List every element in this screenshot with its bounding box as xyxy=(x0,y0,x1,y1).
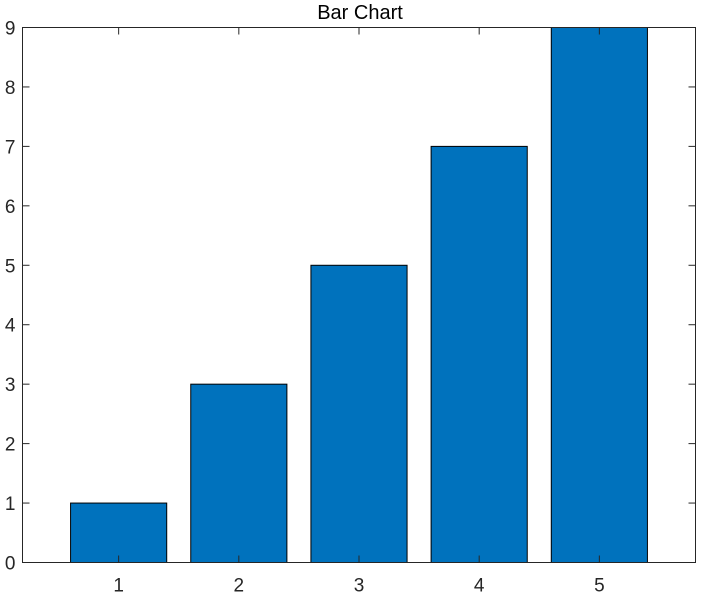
y-tick-label: 6 xyxy=(5,197,16,218)
chart-title: Bar Chart xyxy=(317,2,403,24)
y-tick-labels: 0 1 2 3 4 5 6 7 8 9 xyxy=(5,19,16,575)
bar-5 xyxy=(550,27,648,563)
bar-2 xyxy=(190,383,288,563)
y-tick-label: 3 xyxy=(5,375,16,396)
bar-1 xyxy=(70,502,168,563)
x-tick-label: 2 xyxy=(234,576,245,595)
x-tick-label: 1 xyxy=(113,576,124,595)
y-tick-label: 1 xyxy=(5,494,16,515)
bars-group xyxy=(70,27,648,563)
y-tick-label: 0 xyxy=(5,554,16,575)
x-tick-label: 4 xyxy=(474,576,485,595)
x-tick-labels: 1 2 3 4 5 xyxy=(113,576,604,595)
y-tick-label: 9 xyxy=(5,19,16,40)
y-tick-label: 8 xyxy=(5,78,16,99)
y-tick-label: 7 xyxy=(5,137,16,158)
bar-3 xyxy=(310,264,408,563)
axes-box xyxy=(22,27,696,563)
bar-4 xyxy=(430,145,528,563)
y-tick-label: 2 xyxy=(5,435,16,456)
x-tick-label: 5 xyxy=(594,576,605,595)
x-tick-label: 3 xyxy=(354,576,365,595)
y-tick-label: 5 xyxy=(5,256,16,277)
y-tick-label: 4 xyxy=(5,316,16,337)
